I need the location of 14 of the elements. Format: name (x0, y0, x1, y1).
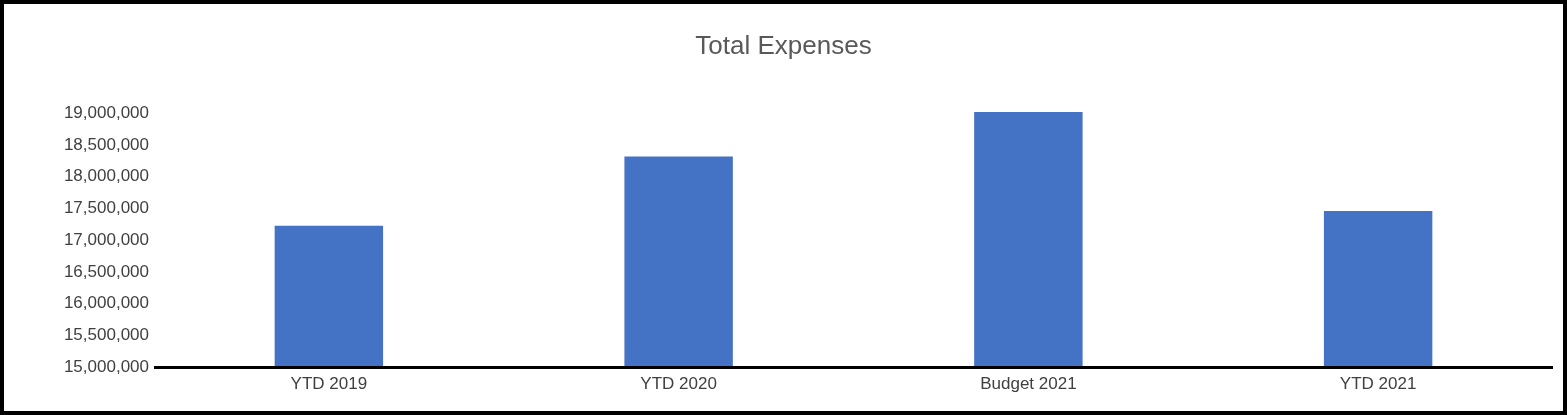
y-tick-label: 17,500,000 (63, 198, 149, 218)
x-tick-label: YTD 2021 (1339, 374, 1417, 394)
x-tick-label: YTD 2020 (640, 374, 717, 394)
y-tick-label: 15,500,000 (63, 325, 149, 345)
y-tick-label: 19,000,000 (63, 102, 149, 122)
y-tick-label: 18,500,000 (63, 134, 149, 154)
x-tick-label: YTD 2019 (290, 374, 368, 394)
y-tick-label: 15,000,000 (63, 356, 149, 376)
y-tick-label: 16,500,000 (63, 261, 149, 281)
chart-title: Total Expenses (695, 29, 872, 60)
x-tick-label: Budget 2021 (980, 374, 1077, 394)
y-tick-label: 16,000,000 (63, 293, 149, 313)
y-tick-label: 17,000,000 (63, 229, 149, 249)
y-tick-label: 18,000,000 (63, 166, 149, 186)
